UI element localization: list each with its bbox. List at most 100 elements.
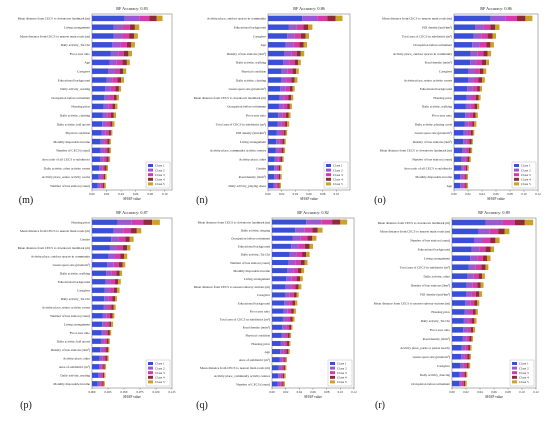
- category-label: Road density (m/m²): [239, 175, 266, 179]
- bar-segment: [281, 365, 284, 371]
- bar-segment: [470, 103, 475, 110]
- category-label: Road density (m/m²): [425, 61, 452, 65]
- bar-segment: [273, 182, 277, 189]
- bar-segment: [125, 236, 130, 242]
- bar-segment: [289, 300, 293, 306]
- x-tick-label: 0.06: [493, 192, 499, 196]
- bar-segment: [118, 50, 124, 57]
- bar-segment: [268, 94, 280, 101]
- bar-segment: [282, 357, 285, 363]
- x-tick-label: 0.06: [310, 390, 316, 394]
- x-tick-label: 0.00: [451, 192, 457, 196]
- bar-segment: [92, 174, 99, 180]
- legend-swatch: [330, 362, 335, 365]
- bar-segment: [288, 112, 291, 118]
- bar-segment: [92, 279, 106, 285]
- legend-label: Class 3: [521, 173, 531, 177]
- legend-swatch: [326, 164, 331, 167]
- category-label: Activity place_other: [239, 158, 267, 162]
- bar-segment: [112, 313, 115, 319]
- bar-segment: [109, 287, 114, 293]
- bar-segment: [287, 103, 290, 110]
- bar-segment: [278, 365, 282, 371]
- category-label: Daily activity_walking: [236, 61, 267, 65]
- category-label: Gender: [256, 166, 267, 170]
- legend-swatch: [512, 371, 517, 375]
- bar-segment: [287, 68, 293, 74]
- bar-segment: [134, 24, 140, 30]
- bar-segment: [454, 147, 463, 154]
- category-label: Activity place_senior activity rooms: [404, 78, 453, 82]
- category-label: Housing price: [431, 310, 450, 314]
- category-label: Caregiver: [439, 70, 453, 74]
- bar-segment: [452, 291, 466, 297]
- category-label: Floor area ratio: [70, 52, 91, 56]
- bar-segment: [282, 138, 285, 145]
- category-label: Daily activity_walking: [60, 272, 91, 276]
- bar-segment: [505, 15, 517, 22]
- bar-segment: [321, 219, 333, 225]
- bar-segment: [490, 246, 494, 253]
- bar-segment: [109, 59, 117, 66]
- legend-swatch: [148, 362, 153, 365]
- bar-segment: [289, 324, 292, 330]
- bar-segment: [340, 219, 348, 225]
- bar-segment: [109, 138, 111, 145]
- bar-segment: [278, 373, 281, 379]
- bar-segment: [300, 235, 308, 241]
- bar-segment: [100, 156, 104, 162]
- category-label: Occupation before retirement: [411, 382, 450, 386]
- bar-segment: [452, 327, 464, 333]
- bar-segment: [100, 147, 105, 154]
- legend-label: Class 1: [337, 362, 347, 366]
- bar-segment: [287, 332, 290, 338]
- bar-segment: [92, 219, 118, 225]
- bar-segment: [272, 357, 280, 363]
- bar-segment: [467, 273, 474, 279]
- bar-segment: [104, 296, 109, 302]
- category-label: Physical condition: [66, 131, 91, 135]
- legend-label: Class 5: [519, 380, 529, 384]
- bar-segment: [106, 338, 109, 344]
- bar-segment: [468, 318, 472, 324]
- bar-segment: [115, 253, 121, 259]
- category-label: Daily activity_Tai Chi: [61, 297, 91, 301]
- bar-segment: [287, 308, 292, 314]
- category-label: Green space rate (pixels/m²): [415, 131, 452, 135]
- legend-label: Class 1: [519, 362, 529, 366]
- bar-segment: [285, 42, 294, 48]
- bar-segment: [473, 33, 482, 39]
- bar-segment: [103, 347, 107, 353]
- bar-segment: [280, 130, 284, 136]
- bar-segment: [454, 59, 471, 66]
- bar-segment: [108, 253, 116, 259]
- bar-segment: [104, 364, 107, 370]
- bar-segment: [486, 59, 489, 66]
- bar-segment: [478, 228, 490, 235]
- bar-segment: [490, 15, 506, 22]
- legend-swatch: [148, 371, 153, 375]
- legend-label: Class 1: [155, 362, 165, 366]
- legend-label: Class 2: [155, 366, 165, 370]
- bar-segment: [291, 308, 294, 314]
- category-label: Activity place_outdoor spaces in communi…: [207, 17, 266, 21]
- bar-segment: [472, 282, 478, 288]
- category-label: Age: [447, 184, 453, 188]
- bar-segment: [272, 365, 279, 371]
- bar-segment: [284, 50, 292, 57]
- category-label: Floor area ratio: [432, 114, 453, 118]
- legend-label: Class 5: [521, 182, 531, 186]
- bar-segment: [471, 291, 476, 297]
- bar-segment: [461, 165, 464, 171]
- x-tick-label: 0.04: [118, 192, 124, 196]
- bar-segment: [113, 287, 117, 293]
- category-label: Activity place_senior activity rooms: [42, 175, 91, 179]
- bar-segment: [482, 273, 485, 279]
- bar-segment: [116, 94, 119, 101]
- bar-segment: [306, 251, 310, 257]
- bar-segment: [492, 33, 496, 39]
- bar-segment: [296, 251, 303, 257]
- bar-segment: [304, 227, 313, 233]
- bar-segment: [464, 121, 469, 127]
- bar-segment: [106, 270, 112, 276]
